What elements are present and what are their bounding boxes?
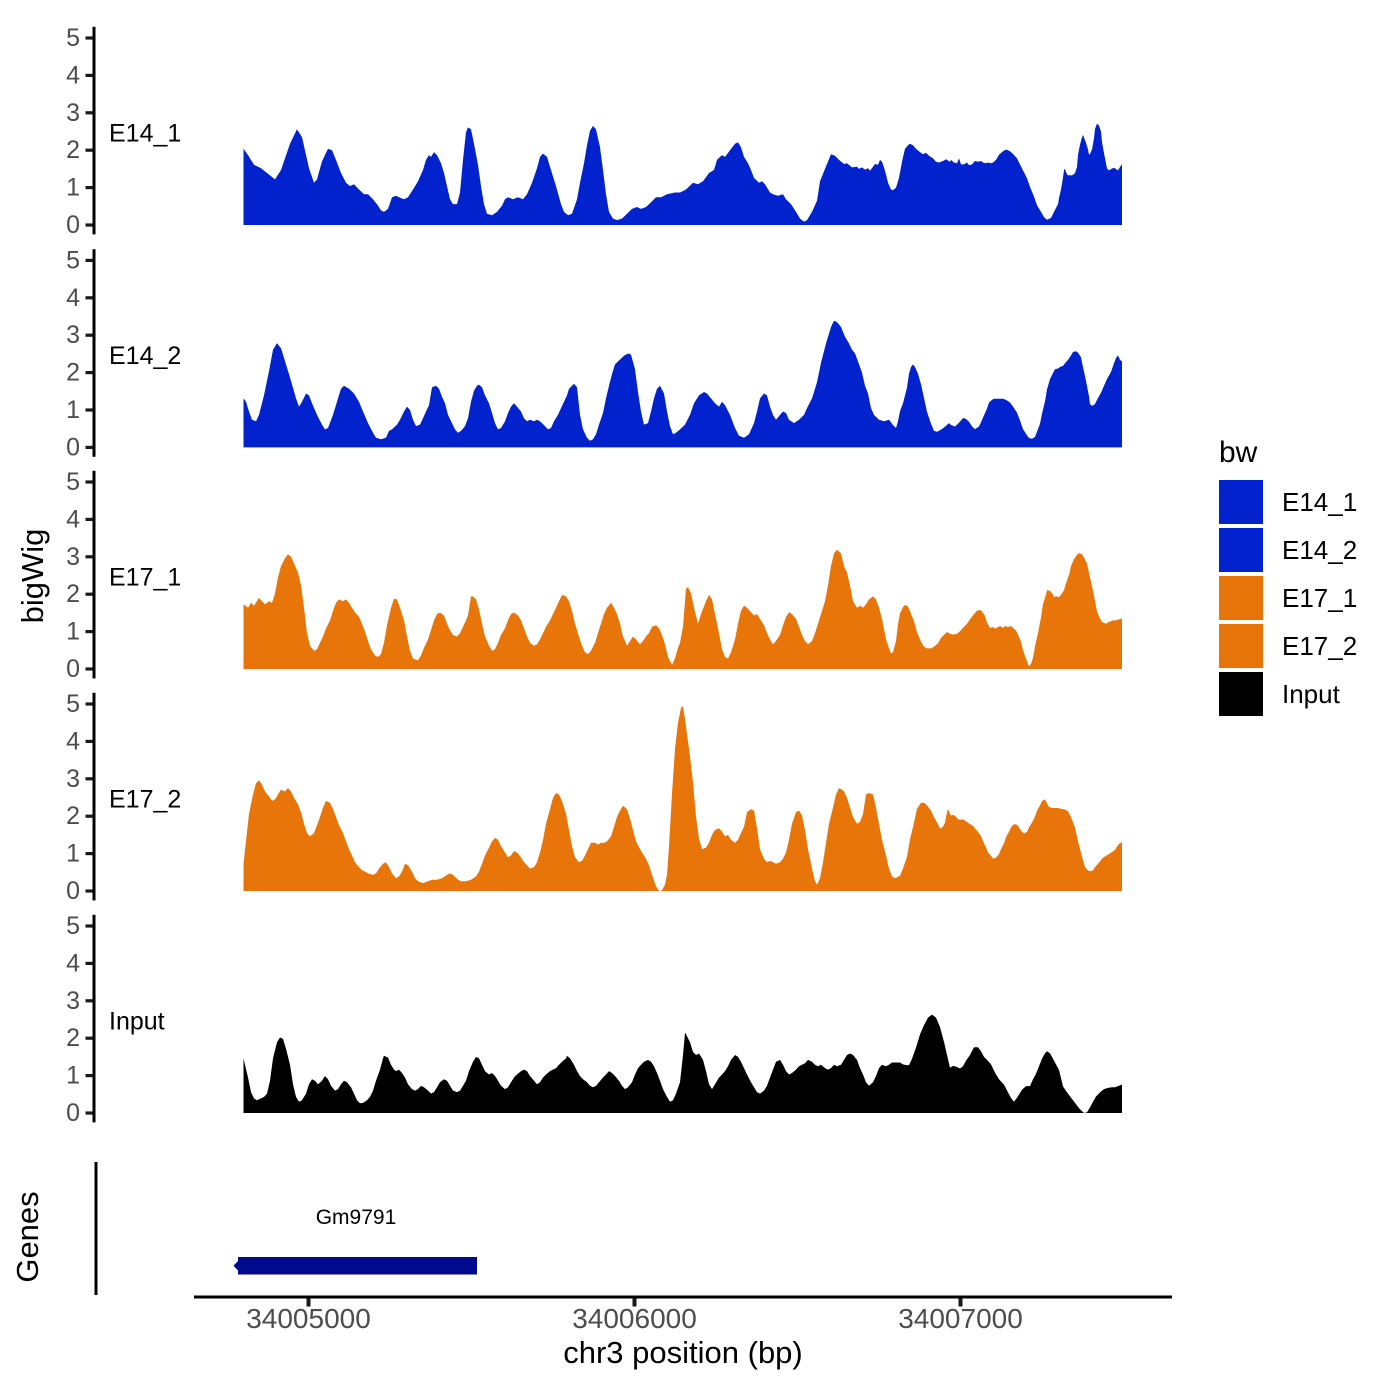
- svg-text:E17_1: E17_1: [109, 564, 181, 592]
- svg-text:0: 0: [66, 877, 80, 905]
- svg-text:3: 3: [66, 321, 80, 349]
- svg-text:2: 2: [66, 1024, 80, 1052]
- svg-text:Genes: Genes: [10, 1191, 45, 1282]
- svg-text:4: 4: [66, 61, 80, 89]
- svg-text:4: 4: [66, 727, 80, 755]
- svg-text:3: 3: [66, 765, 80, 793]
- svg-text:1: 1: [66, 174, 80, 202]
- svg-text:0: 0: [66, 1099, 80, 1127]
- svg-text:2: 2: [66, 359, 80, 387]
- svg-text:34006000: 34006000: [572, 1303, 697, 1334]
- svg-text:2: 2: [66, 580, 80, 608]
- svg-text:E14_1: E14_1: [109, 120, 181, 148]
- svg-text:0: 0: [66, 211, 80, 239]
- svg-text:2: 2: [66, 802, 80, 830]
- svg-text:5: 5: [66, 468, 80, 496]
- svg-text:5: 5: [66, 246, 80, 274]
- svg-text:1: 1: [66, 618, 80, 646]
- svg-text:1: 1: [66, 1062, 80, 1090]
- svg-text:34005000: 34005000: [246, 1303, 371, 1334]
- svg-text:3: 3: [66, 543, 80, 571]
- svg-text:4: 4: [66, 284, 80, 312]
- svg-text:E14_2: E14_2: [109, 342, 181, 370]
- svg-text:Input: Input: [1282, 679, 1341, 709]
- svg-text:E17_1: E17_1: [1282, 583, 1357, 613]
- svg-text:1: 1: [66, 840, 80, 868]
- svg-text:5: 5: [66, 912, 80, 940]
- svg-text:4: 4: [66, 505, 80, 533]
- svg-text:5: 5: [66, 690, 80, 718]
- svg-text:E14_2: E14_2: [1282, 535, 1357, 565]
- svg-text:1: 1: [66, 396, 80, 424]
- svg-text:2: 2: [66, 136, 80, 164]
- svg-text:3: 3: [66, 99, 80, 127]
- svg-text:E17_2: E17_2: [109, 786, 181, 814]
- svg-text:3: 3: [66, 987, 80, 1015]
- svg-text:0: 0: [66, 655, 80, 683]
- svg-text:4: 4: [66, 949, 80, 977]
- svg-text:E17_2: E17_2: [1282, 631, 1357, 661]
- svg-text:bw: bw: [1219, 436, 1258, 469]
- svg-text:chr3 position (bp): chr3 position (bp): [563, 1335, 803, 1370]
- svg-text:Gm9791: Gm9791: [316, 1206, 397, 1229]
- svg-text:0: 0: [66, 433, 80, 461]
- svg-text:bigWig: bigWig: [15, 529, 50, 624]
- svg-text:5: 5: [66, 24, 80, 52]
- svg-text:E14_1: E14_1: [1282, 487, 1357, 517]
- svg-text:34007000: 34007000: [898, 1303, 1023, 1334]
- svg-text:Input: Input: [109, 1008, 165, 1036]
